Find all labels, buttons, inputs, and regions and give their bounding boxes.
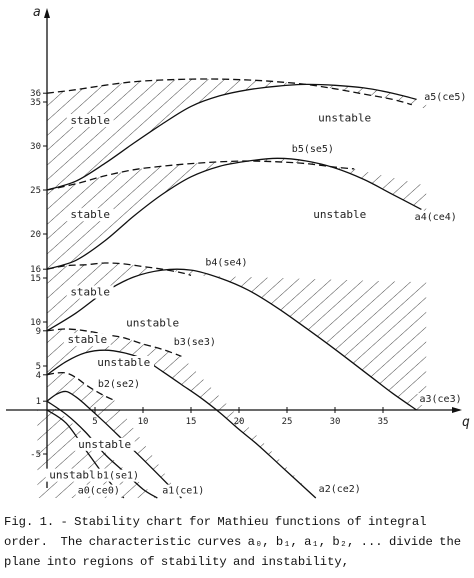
curve-upper-dashed-11 xyxy=(46,78,412,106)
curve-a5-ce5 xyxy=(46,83,417,191)
curve-label-bg-0 xyxy=(422,91,470,104)
curve-b3-se3 xyxy=(46,328,182,357)
curve-label-a4-ce4: a4(ce4) xyxy=(415,212,457,223)
curve-label-a0-ce0: a0(ce0) xyxy=(78,486,120,497)
x-axis-arrow xyxy=(452,407,462,413)
curve-label-bg-1 xyxy=(289,143,338,156)
region-label-bg-5 xyxy=(122,316,183,330)
curve-label-bg-3 xyxy=(203,256,251,269)
hatch-band-a5 xyxy=(47,79,427,190)
curve-a2-ce2 xyxy=(46,349,317,499)
region-label-unstable-7: unstable xyxy=(97,356,150,369)
hatch-band-b5-a4 xyxy=(47,158,427,270)
y-tick-label-16: 16 xyxy=(30,265,41,275)
y-tick-label-10: 10 xyxy=(30,318,41,328)
y-tick-label-9: 9 xyxy=(36,327,41,337)
y-tick-label-20: 20 xyxy=(30,230,41,240)
region-label-bg-0 xyxy=(66,114,114,127)
x-tick-label-5: 5 xyxy=(92,417,97,427)
curve-label-bg-9 xyxy=(160,484,208,497)
region-label-bg-4 xyxy=(66,285,114,299)
curve-b1-se1 xyxy=(46,400,158,499)
x-tick-label-20: 20 xyxy=(234,417,245,427)
y-axis-label: a xyxy=(33,5,41,20)
x-axis-label: q xyxy=(462,415,470,430)
hatch-band-b4-a3 xyxy=(47,263,427,410)
region-label-stable-4: stable xyxy=(70,286,110,299)
x-tick-label-25: 25 xyxy=(282,417,293,427)
region-label-unstable-5: unstable xyxy=(126,316,179,329)
region-label-bg-2 xyxy=(66,208,114,222)
curve-label-a1-ce1: a1(ce1) xyxy=(162,486,204,497)
axes xyxy=(6,8,462,488)
region-label-bg-9 xyxy=(45,468,106,482)
curve-b5-se5 xyxy=(46,160,355,191)
region-label-unstable-3: unstable xyxy=(313,208,366,221)
region-label-bg-7 xyxy=(93,356,154,369)
curve-label-b4-se4: b4(se4) xyxy=(205,258,247,269)
curve-label-bg-2 xyxy=(412,210,461,223)
y-tick-label-30: 30 xyxy=(30,142,41,152)
hatch-band-b2-a1 xyxy=(47,373,182,498)
y-tick-label-1: 1 xyxy=(36,397,41,407)
region-label-bg-6 xyxy=(63,333,111,347)
curve-label-bg-5 xyxy=(95,378,144,391)
region-label-stable-6: stable xyxy=(67,333,107,346)
y-tick-label-36: 36 xyxy=(30,89,41,99)
curve-label-b2-se2: b2(se2) xyxy=(98,379,140,390)
curve-label-bg-8 xyxy=(75,484,124,497)
region-label-bg-8 xyxy=(74,437,135,451)
curve-label-bg-6 xyxy=(417,393,465,406)
x-tick-label-30: 30 xyxy=(330,417,341,427)
curve-b4-se4 xyxy=(46,262,192,277)
x-tick-label-15: 15 xyxy=(186,417,197,427)
y-tick-label-25: 25 xyxy=(30,186,41,196)
chart-labels: a q stable unstable stable unstable stable unst… xyxy=(33,5,470,497)
region-label-unstable-9: unstable xyxy=(49,469,102,482)
region-label-unstable-1: unstable xyxy=(318,111,371,124)
curve-label-bg-10 xyxy=(316,482,365,495)
y-tick-label-5: -5 xyxy=(30,450,41,460)
region-label-stable-0: stable xyxy=(70,114,110,127)
region-label-bg-3 xyxy=(309,208,370,222)
y-tick-label-35: 35 xyxy=(30,98,41,108)
y-tick-label-5: 5 xyxy=(36,362,41,372)
region-label-unstable-8: unstable xyxy=(78,438,131,451)
curve-label-a3-ce3: a3(ce3) xyxy=(419,394,461,405)
figure-caption: Fig. 1. - Stability chart for Mathieu fu… xyxy=(4,515,468,569)
curve-label-b5-se5: b5(se5) xyxy=(292,144,334,155)
y-axis-arrow xyxy=(44,8,50,18)
y-tick-label-4: 4 xyxy=(36,371,41,381)
curve-label-bg-4 xyxy=(171,335,220,348)
x-tick-label-10: 10 xyxy=(138,417,149,427)
x-tick-label-35: 35 xyxy=(378,417,389,427)
curve-label-b3-se3: b3(se3) xyxy=(174,337,216,348)
region-label-bg-1 xyxy=(314,111,375,125)
curve-a4-ce4 xyxy=(46,157,422,270)
curve-b2-se2 xyxy=(46,371,115,401)
region-label-stable-2: stable xyxy=(70,208,110,221)
curve-label-a2-ce2: a2(ce2) xyxy=(319,484,361,495)
curve-label-b1-se1: b1(se1) xyxy=(97,471,139,482)
curve-a1-ce1 xyxy=(46,390,182,499)
y-tick-label-15: 15 xyxy=(30,274,41,284)
curve-label-bg-7 xyxy=(94,469,143,482)
curve-label-a5-ce5: a5(ce5) xyxy=(424,92,466,103)
